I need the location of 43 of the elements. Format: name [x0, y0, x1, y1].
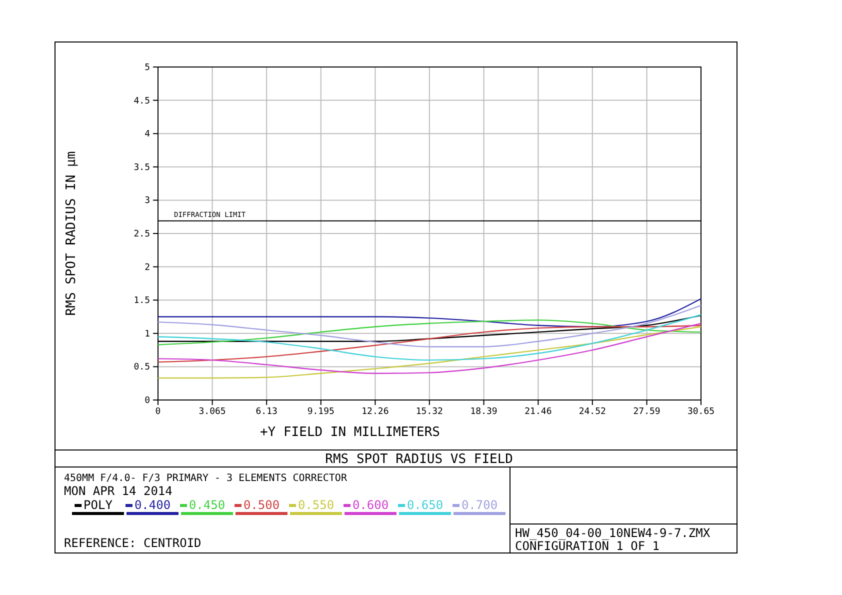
x-tick-label: 0 [155, 407, 161, 417]
x-tick-label: 30.65 [687, 407, 715, 417]
line-series [157, 324, 702, 363]
y-tick-label: 5 [144, 63, 150, 73]
y-tick-label: 3 [144, 196, 150, 206]
legend-label: 0.550 [298, 498, 334, 512]
x-axis-title: +Y FIELD IN MILLIMETERS [260, 425, 440, 440]
y-axis-title: RMS SPOT RADIUS IN µm [64, 151, 79, 316]
legend-label: 0.600 [352, 498, 389, 512]
line-series [157, 319, 702, 346]
line-series [157, 304, 702, 348]
text: CONFIGURATION 1 OF 1 [515, 539, 660, 553]
y-tick-label: 3.5 [134, 162, 150, 173]
x-tick-label: 9.195 [307, 407, 334, 417]
y-tick-label: 1.5 [134, 296, 150, 306]
y-tick-label: 2 [144, 262, 150, 273]
legend-label: 0.500 [243, 498, 280, 512]
line-series [157, 298, 702, 328]
text: 450MM F/4.0- F/3 PRIMARY - 3 ELEMENTS CORRECTOR [64, 473, 348, 484]
x-tick-label: 12.26 [362, 407, 389, 417]
legend-label: POLY [84, 498, 114, 512]
y-tick-label: 0.5 [134, 362, 150, 373]
x-tick-label: 15.32 [416, 407, 443, 417]
x-tick-label: 3.065 [198, 407, 226, 417]
x-tick-label: 27.59 [633, 407, 660, 417]
text: RMS SPOT RADIUS VS FIELD [325, 452, 514, 467]
y-tick-label: 0 [144, 396, 150, 406]
text: REFERENCE: CENTROID [64, 536, 202, 550]
line-series [157, 314, 702, 361]
legend-label: 0.450 [188, 498, 226, 512]
text: HW_450_04-00_10NEW4-9-7.ZMX [515, 526, 711, 540]
text: MON APR 14 2014 [64, 484, 172, 498]
x-tick-label: 21.46 [524, 407, 552, 417]
x-tick-label: 18.39 [470, 407, 498, 417]
y-tick-label: 1 [144, 329, 150, 340]
y-tick-label: 4 [144, 130, 150, 140]
y-tick-label: 4.5 [134, 96, 150, 106]
x-tick-label: 24.52 [578, 407, 606, 417]
legend-label: 0.650 [406, 498, 444, 512]
y-tick-label: 2.5 [134, 230, 150, 240]
legend-label: 0.700 [461, 498, 498, 512]
legend-label: 0.400 [134, 498, 171, 512]
x-tick-label: 6.13 [256, 407, 278, 417]
